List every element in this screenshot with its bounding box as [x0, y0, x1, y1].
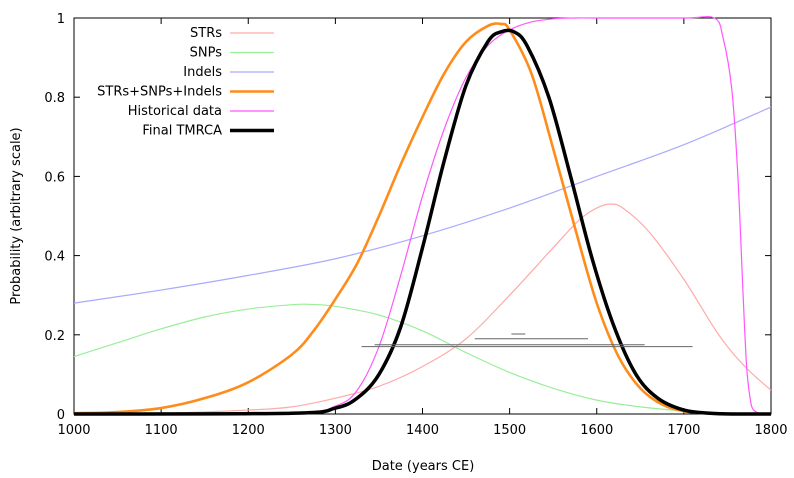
series-line-snps [73, 303, 772, 415]
x-tick-label: 1800 [754, 423, 787, 438]
y-axis-title: Probability (arbitrary scale) [9, 127, 24, 304]
confidence-intervals [361, 333, 693, 348]
x-axis-title: Date (years CE) [372, 459, 475, 474]
legend: STRs SNPs Indels STRs+SNPs+Indels Historical… [97, 26, 274, 139]
y-tick-label: 0 [57, 408, 65, 423]
legend-label-snps: SNPs [190, 46, 223, 61]
x-tick-label: 1200 [232, 423, 265, 438]
legend-label-final-tmrca: Final TMRCA [142, 124, 222, 139]
series-lines [73, 15, 772, 416]
x-tick-label: 1500 [493, 423, 526, 438]
series-line-strs-snps-indels [73, 22, 728, 416]
legend-label-strs: STRs [190, 26, 222, 41]
y-tick-label: 0.4 [44, 250, 65, 265]
legend-label-strs-snps-indels: STRs+SNPs+Indels [97, 85, 222, 100]
legend-label-historical-data: Historical data [128, 104, 222, 119]
y-tick-label: 1 [57, 12, 65, 27]
plot-frame [73, 17, 772, 415]
y-tick-label: 0.8 [44, 91, 65, 106]
x-tick-label: 1700 [667, 423, 700, 438]
x-tick-label: 1600 [580, 423, 613, 438]
x-tick-label: 1000 [57, 423, 90, 438]
series-line-final-tmrca [73, 28, 772, 416]
series-line-indels [73, 106, 772, 304]
series-line-strs [73, 203, 772, 415]
y-tick-label: 0.6 [44, 170, 65, 185]
x-tick-label: 1400 [406, 423, 439, 438]
legend-label-indels: Indels [183, 65, 222, 80]
x-tick-label: 1100 [145, 423, 178, 438]
y-tick-label: 0.2 [44, 329, 65, 344]
axes: 1000 1100 1200 1300 1400 1500 1600 1700 1800 0 0.2… [44, 12, 787, 438]
x-tick-label: 1300 [319, 423, 352, 438]
series-line-historical-data [73, 15, 772, 416]
